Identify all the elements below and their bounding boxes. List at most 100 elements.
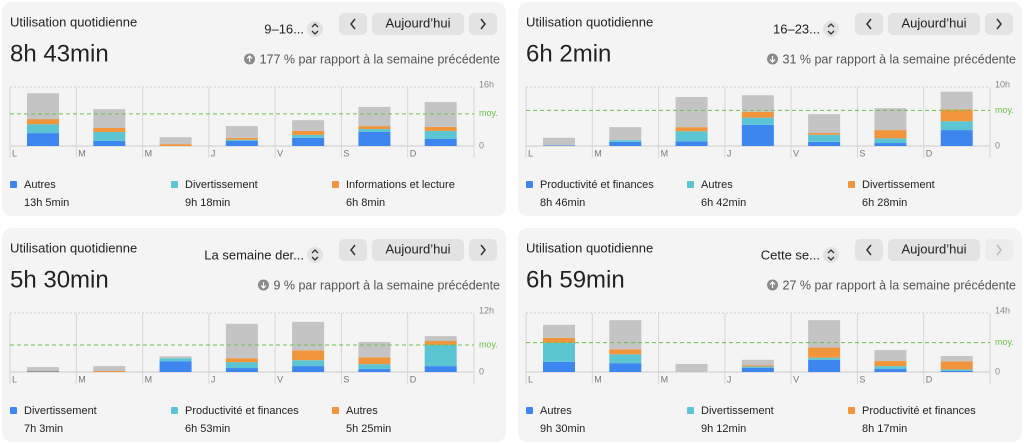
bar-segment (874, 350, 907, 362)
next-icon (996, 244, 1002, 256)
legend-swatch (332, 181, 339, 188)
x-tick-label: J (727, 148, 732, 158)
x-tick-label: M (661, 374, 669, 384)
legend-name: Productivité et finances (540, 179, 654, 191)
bar-segment (675, 127, 708, 132)
bar-segment (27, 133, 59, 146)
period[interactable]: 16–23... (773, 21, 820, 36)
period-stepper[interactable] (307, 21, 323, 37)
x-tick-label: L (12, 374, 17, 384)
bar-segment (225, 368, 258, 372)
next-icon (996, 18, 1002, 30)
legend-swatch (171, 181, 178, 188)
period-stepper[interactable] (823, 247, 839, 263)
legend-swatch (848, 407, 855, 414)
x-tick-label: V (277, 148, 283, 158)
comparison: 27 % par rapport à la semaine précédente (783, 278, 1017, 292)
today-button[interactable] (888, 239, 980, 261)
bar-segment (543, 324, 575, 338)
bar-segment (424, 138, 457, 146)
comparison: 9 % par rapport à la semaine précédente (273, 278, 500, 292)
comparison: 177 % par rapport à la semaine précédent… (260, 52, 500, 66)
bar-segment (741, 359, 774, 366)
bar-segment (225, 140, 258, 146)
y-tick-label: 0 (995, 140, 1000, 150)
total-time: 6h 2min (526, 40, 611, 67)
bar-segment (741, 117, 774, 125)
bar-segment (424, 344, 457, 367)
bar-segment (424, 336, 457, 342)
period-stepper[interactable] (823, 21, 839, 37)
bar-segment (874, 138, 907, 144)
legend-swatch (848, 181, 855, 188)
bar-segment (225, 126, 258, 138)
prev-button[interactable] (339, 239, 367, 261)
next-button[interactable] (985, 13, 1013, 35)
bar-segment (874, 361, 907, 367)
bar-segment (543, 337, 575, 343)
prev-button[interactable] (855, 13, 883, 35)
period[interactable]: Cette se... (761, 247, 820, 262)
bar-segment (358, 126, 391, 130)
today-button[interactable] (372, 239, 464, 261)
today-button[interactable] (888, 13, 980, 35)
bar-segment (874, 143, 907, 146)
prev-icon (350, 18, 356, 30)
period[interactable]: 9–16... (264, 21, 304, 36)
trend-arrow (260, 282, 267, 289)
stepper-icon (311, 249, 319, 261)
bar-segment (675, 141, 708, 146)
bar-segment (358, 106, 391, 127)
comparison: 31 % par rapport à la semaine précédente (783, 52, 1017, 66)
bar-segment (675, 97, 708, 128)
legend-name: Autres (701, 179, 733, 191)
today-button[interactable] (372, 13, 464, 35)
period[interactable]: La semaine der... (204, 247, 304, 262)
bar-segment (874, 130, 907, 139)
bar-segment (358, 357, 391, 365)
bar-segment (741, 124, 774, 146)
next-icon (480, 244, 486, 256)
bar-segment (225, 358, 258, 363)
bar-segment (292, 350, 325, 361)
bar-segment (159, 137, 192, 145)
x-tick-label: D (410, 374, 417, 384)
bar-segment (225, 323, 258, 359)
bar-segment (292, 134, 325, 138)
bar-segment (27, 93, 59, 120)
x-tick-label: J (211, 148, 216, 158)
x-tick-label: V (793, 148, 799, 158)
trend-arrow (769, 56, 776, 63)
bar-segment (358, 342, 391, 358)
bar-segment (675, 131, 708, 142)
prev-button[interactable] (855, 239, 883, 261)
panel (518, 228, 1022, 442)
legend-swatch (10, 181, 17, 188)
legend-total: 6h 42min (701, 197, 746, 209)
bar-segment (358, 131, 391, 146)
prev-button[interactable] (339, 13, 367, 35)
legend-name: Autres (346, 405, 378, 417)
period-stepper[interactable] (307, 247, 323, 263)
next-button[interactable] (469, 13, 497, 35)
legend-name: Divertissement (701, 405, 774, 417)
x-tick-label: S (859, 148, 865, 158)
x-tick-label: M (594, 374, 602, 384)
trend-arrow (246, 55, 253, 62)
x-tick-label: L (12, 148, 17, 158)
total-time: 8h 43min (10, 40, 109, 67)
bar-segment (93, 371, 126, 372)
bar-segment (874, 369, 907, 372)
y-tick-label: 10h (995, 79, 1010, 89)
bar-segment (27, 124, 59, 134)
next-icon (480, 18, 486, 30)
bar-segment (292, 137, 325, 146)
x-tick-label: D (926, 374, 933, 384)
bar-segment (741, 111, 774, 118)
stepper-icon (827, 23, 835, 35)
legend-name: Productivité et finances (862, 405, 976, 417)
x-tick-label: D (410, 148, 417, 158)
next-button[interactable] (469, 239, 497, 261)
x-tick-label: L (528, 148, 533, 158)
bar-segment (808, 359, 841, 372)
